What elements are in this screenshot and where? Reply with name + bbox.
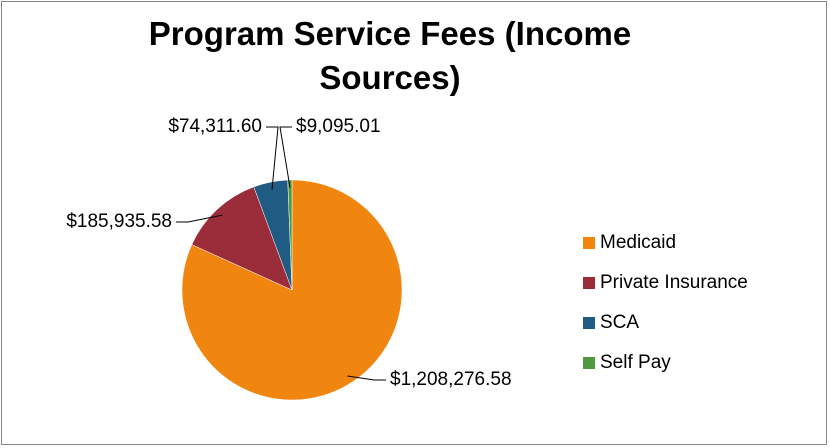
legend-label: Private Insurance — [600, 272, 748, 293]
legend-label: Medicaid — [600, 232, 676, 253]
leader-line — [266, 126, 279, 190]
data-label: $74,311.60 — [168, 116, 262, 137]
leader-line — [347, 375, 386, 381]
pie-slice — [191, 186, 293, 291]
leader-line — [279, 126, 292, 188]
legend-label: Self Pay — [600, 352, 671, 373]
pie-slice — [287, 179, 293, 291]
legend-swatch — [583, 357, 595, 369]
legend-swatch — [583, 277, 595, 289]
data-label: $185,935.58 — [66, 211, 172, 232]
legend-label: SCA — [600, 312, 639, 333]
data-label: $1,208,276.58 — [390, 369, 512, 390]
chart-title: Program Service Fees (Income Sources) — [148, 15, 632, 96]
leader-line — [176, 214, 223, 223]
legend-swatch — [583, 317, 595, 329]
legend-swatch — [583, 237, 595, 249]
data-label: $9,095.01 — [296, 116, 381, 137]
